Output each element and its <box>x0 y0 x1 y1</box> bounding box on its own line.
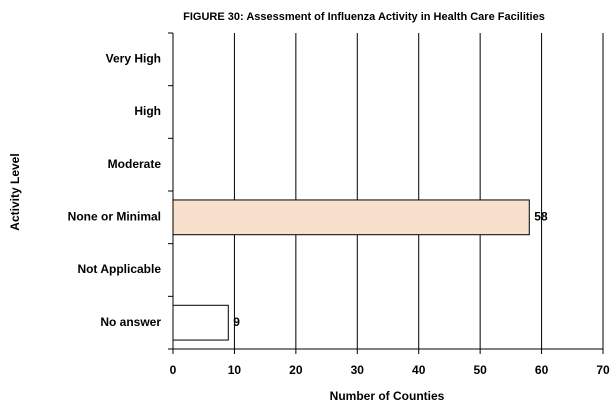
y-tick-label: Very High <box>106 52 161 66</box>
y-tick-label: Not Applicable <box>77 262 161 276</box>
data-label: 9 <box>233 315 240 329</box>
x-tick-label: 70 <box>596 363 610 377</box>
x-tick-label: 0 <box>170 363 177 377</box>
x-tick-label: 10 <box>228 363 242 377</box>
y-tick-label: None or Minimal <box>68 210 161 224</box>
x-tick-label: 50 <box>473 363 487 377</box>
chart-title: FIGURE 30: Assessment of Influenza Activ… <box>183 11 545 23</box>
bar <box>172 199 530 236</box>
y-tick-label: High <box>134 104 161 118</box>
bar <box>172 304 229 341</box>
x-tick-label: 20 <box>289 363 303 377</box>
x-tick-label: 60 <box>535 363 549 377</box>
x-tick-label: 40 <box>412 363 426 377</box>
data-label: 58 <box>534 210 548 224</box>
y-tick-label: Moderate <box>108 157 162 171</box>
x-axis-label: Number of Counties <box>330 389 445 403</box>
y-axis-label: Activity Level <box>8 153 22 230</box>
x-tick-label: 30 <box>351 363 365 377</box>
y-tick-label: No answer <box>100 315 161 329</box>
